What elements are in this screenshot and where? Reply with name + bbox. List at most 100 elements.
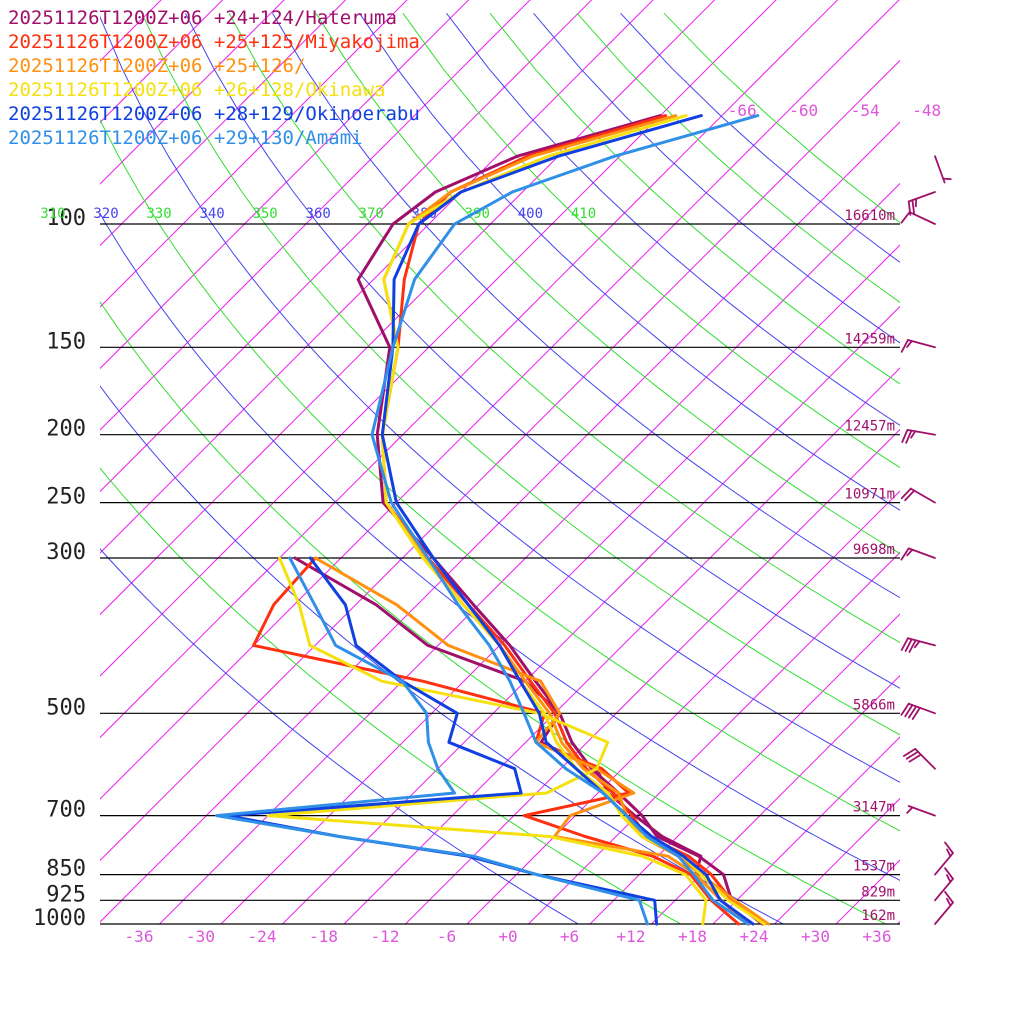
wind-barb-feather xyxy=(946,897,952,907)
height-label-100: 16610m xyxy=(844,208,895,224)
wind-barb-150 xyxy=(900,339,936,353)
legend: 20251126T1200Z+06 +24+124/Hateruma 202511… xyxy=(8,7,420,149)
temperature-tick-label: +0 xyxy=(498,927,517,946)
isotherm xyxy=(100,0,224,124)
theta-label: 370 xyxy=(359,206,384,222)
wind-barb-feather xyxy=(906,548,914,557)
temperature-tick-label: -18 xyxy=(309,927,338,946)
dry-adiabat xyxy=(402,13,900,469)
dry-adiabat xyxy=(100,548,580,924)
wind-barb-500 xyxy=(900,702,936,720)
height-label-200: 12457m xyxy=(844,419,895,435)
temperature-tick-label: -36 xyxy=(125,927,154,946)
isotherm xyxy=(282,305,900,924)
wind-barb-250 xyxy=(900,487,936,504)
legend-entry: 20251126T1200Z+06 +28+129/Okinoerabu xyxy=(8,103,420,125)
dry-adiabat xyxy=(100,15,900,783)
pressure-label-250: 250 xyxy=(46,485,86,510)
isobars: 100 16610m 150 14259m 200 12457m 250 10971m 300 9… xyxy=(33,206,900,931)
isotherm xyxy=(712,736,900,924)
isotherm xyxy=(959,0,1024,924)
wind-barb-feather xyxy=(904,489,916,502)
wind-barb-200 xyxy=(901,428,936,444)
temperature-tick-label: -6 xyxy=(437,927,456,946)
wind-barb-feather xyxy=(906,806,914,814)
wind-barb-feather xyxy=(900,211,911,224)
isotherm xyxy=(100,0,285,185)
pressure-label-150: 150 xyxy=(46,329,86,354)
theta-label: 310 xyxy=(40,206,65,222)
wind-barb-feather xyxy=(900,702,910,716)
height-label-1000: 162m xyxy=(861,908,895,924)
wind-barb-feather xyxy=(905,750,919,760)
dry-adiabats xyxy=(100,12,900,924)
temperature-tick-label: +36 xyxy=(863,927,892,946)
temperature-tick-label: -24 xyxy=(248,927,277,946)
height-label-850: 1537m xyxy=(853,859,895,875)
wind-barb-925 xyxy=(934,867,954,902)
isotherm xyxy=(100,0,408,308)
legend-entry: 20251126T1200Z+06 +25+126/ xyxy=(8,55,305,77)
wind-barb-600 xyxy=(903,748,936,770)
isotherm xyxy=(897,920,900,924)
pressure-label-700: 700 xyxy=(46,798,86,823)
wind-barb-feather xyxy=(944,867,954,880)
wind-barb-feather xyxy=(908,639,917,653)
dry-adiabat xyxy=(141,13,900,736)
wind-barb-700 xyxy=(906,805,936,817)
legend-entry: 20251126T1200Z+06 +24+124/Hateruma xyxy=(8,7,397,29)
isotherm-top-label: -60 xyxy=(789,101,818,120)
pressure-label-1000: 1000 xyxy=(33,906,86,931)
theta-label: 390 xyxy=(465,206,490,222)
height-label-300: 9698m xyxy=(853,542,895,558)
isotherm xyxy=(774,797,900,924)
dry-adiabat xyxy=(315,13,900,555)
dry-adiabat xyxy=(272,13,900,599)
wind-barb-90 xyxy=(907,191,936,216)
wind-barb-feather xyxy=(905,429,913,444)
dewpoint-line-miyakojima xyxy=(252,556,741,926)
height-label-150: 14259m xyxy=(844,331,895,347)
isotherm-top-label: -54 xyxy=(851,101,880,120)
wind-barb-feather xyxy=(900,547,910,561)
wind-barb-1000 xyxy=(934,891,954,925)
isotherm xyxy=(528,551,900,924)
dry-adiabat xyxy=(359,13,900,511)
temperature-line-hateruma xyxy=(356,114,764,926)
temperature-tick-label: +12 xyxy=(617,927,646,946)
wind-barb-feather xyxy=(903,748,917,757)
wind-barb-feather xyxy=(944,891,954,904)
pressure-label-925: 925 xyxy=(46,882,86,907)
isotherm xyxy=(835,859,900,924)
theta-label: 320 xyxy=(93,206,118,222)
dry-adiabat xyxy=(100,467,682,924)
theta-label: 360 xyxy=(306,206,331,222)
isotherm xyxy=(466,490,900,924)
legend-entry: 20251126T1200Z+06 +29+130/Amami xyxy=(8,127,363,149)
dewpoint-line-okinawa xyxy=(266,556,708,926)
legend-entry: 20251126T1200Z+06 +26+128/Okinawa xyxy=(8,79,386,101)
wind-barb-feather xyxy=(901,428,909,444)
isotherm xyxy=(1021,0,1024,924)
dry-adiabat xyxy=(228,13,900,644)
theta-label: 400 xyxy=(518,206,543,222)
dry-adiabat xyxy=(100,385,785,924)
wind-barb-feather xyxy=(908,705,918,719)
sounding-profiles xyxy=(215,114,770,926)
isotherm-top-label: -66 xyxy=(728,101,757,120)
wind-barb-feather xyxy=(946,874,952,883)
wind-barb-feather xyxy=(946,848,952,858)
wind-barb-80 xyxy=(934,155,952,184)
wind-barb-feather xyxy=(900,339,909,353)
wind-barb-400 xyxy=(900,637,936,653)
wind-barb-300 xyxy=(900,547,936,561)
dewpoint-line-okinoerabu xyxy=(225,556,659,926)
dry-adiabat xyxy=(620,12,900,263)
isotherm xyxy=(343,367,900,924)
wind-barb-100 xyxy=(900,211,936,225)
temperature-line-amami xyxy=(370,114,760,926)
dry-adiabat xyxy=(663,12,900,224)
theta-label: 330 xyxy=(146,206,171,222)
dry-adiabat xyxy=(100,212,900,881)
